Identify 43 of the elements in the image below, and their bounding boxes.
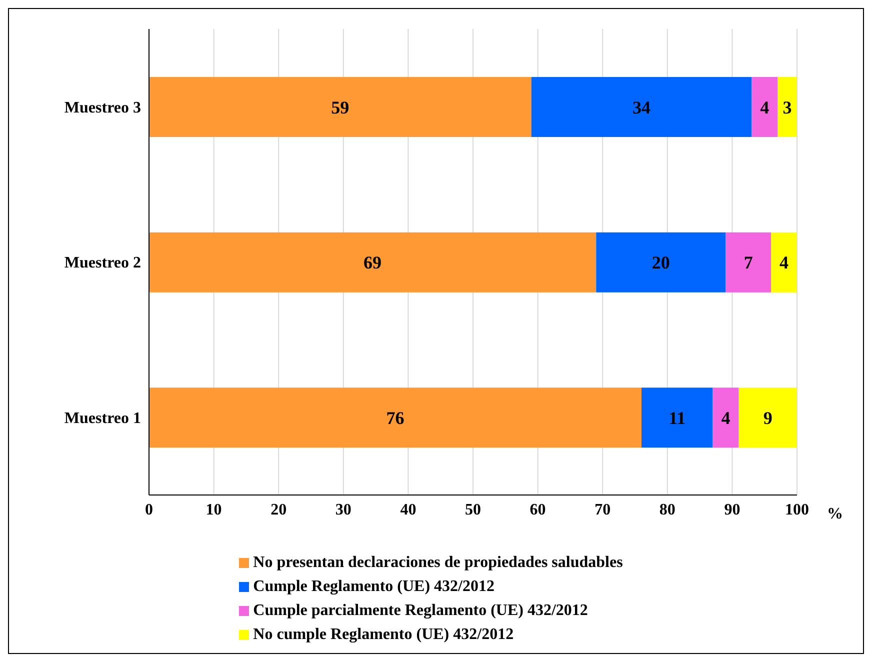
- bar: [641, 388, 713, 448]
- bar: [149, 232, 596, 292]
- data-label: 4: [721, 408, 730, 428]
- x-tick-label: 40: [400, 501, 416, 518]
- data-label: 4: [780, 252, 789, 273]
- data-label: 69: [364, 252, 382, 273]
- x-tick-label: 100: [785, 501, 809, 518]
- bar: [778, 77, 797, 137]
- x-tick-label: 80: [659, 501, 676, 518]
- x-tick-label: 70: [594, 501, 611, 518]
- y-tick-label: Muestreo 3: [64, 99, 141, 116]
- bar: [712, 388, 739, 448]
- x-tick-label: 0: [145, 501, 153, 518]
- bar: [149, 77, 532, 137]
- data-label: 11: [668, 408, 686, 428]
- legend-label: No cumple Reglamento (UE) 432/2012: [253, 626, 514, 643]
- bar: [752, 77, 778, 137]
- legend-label: No presentan declaraciones de propiedades saludables: [253, 554, 623, 571]
- x-tick-label: 60: [530, 501, 546, 518]
- data-label: 3: [782, 97, 792, 118]
- data-label: 34: [632, 97, 650, 118]
- x-tick-label: 30: [335, 501, 352, 518]
- bar: [149, 388, 642, 448]
- data-label: 76: [386, 408, 404, 428]
- data-label: 59: [331, 97, 350, 118]
- x-tick-label: 50: [465, 501, 481, 518]
- legend-label: Cumple Reglamento (UE) 432/2012: [253, 578, 494, 595]
- x-axis-title: %: [827, 506, 843, 523]
- legend-label: Cumple parcialmente Reglamento (UE) 432/2012: [253, 602, 588, 619]
- bar: [531, 77, 752, 137]
- bar: [726, 232, 772, 292]
- data-label: 7: [744, 252, 753, 273]
- y-tick-label: Muestreo 2: [64, 254, 141, 272]
- x-tick-label: 90: [724, 501, 740, 518]
- x-tick-label: 20: [270, 501, 287, 518]
- data-label: 9: [763, 408, 772, 428]
- bar: [596, 232, 726, 292]
- bar: [771, 232, 797, 292]
- data-label: 20: [652, 252, 670, 273]
- x-tick-label: 10: [206, 501, 222, 518]
- bar: [738, 388, 797, 448]
- y-tick-label: Muestreo 1: [64, 410, 141, 428]
- data-label: 4: [760, 97, 770, 118]
